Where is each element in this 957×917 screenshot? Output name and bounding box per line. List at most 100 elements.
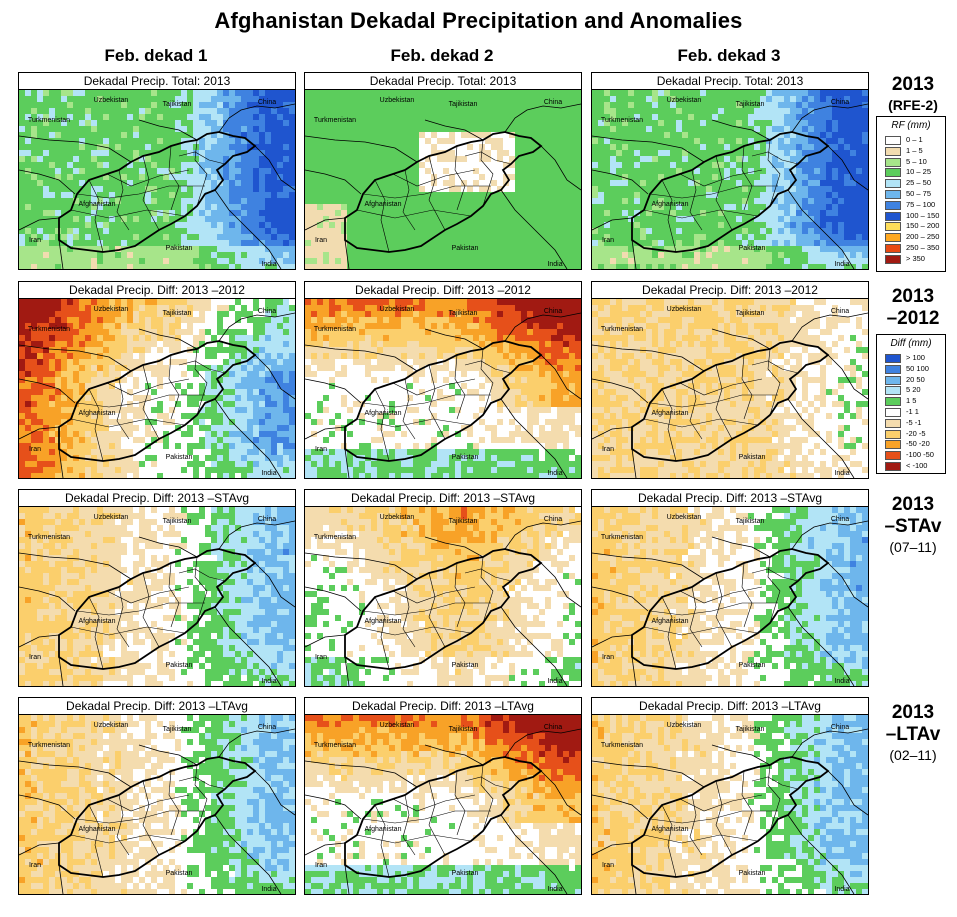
country-boundary [305,794,362,820]
country-boundary [305,634,346,648]
legend-rainfall-label: 75 – 100 [906,199,936,209]
country-label: Pakistan [452,870,479,877]
country-label: China [831,308,849,315]
province-boundary [356,626,472,636]
country-boundary [592,217,633,231]
legend-difference-label: < -100 [906,460,928,470]
province-boundary [661,388,677,462]
legend-rainfall-swatch [885,233,901,243]
country-label: Tajikistan [736,101,765,108]
country-boundary [254,770,295,816]
province-boundary [428,572,446,648]
country-boundary [218,728,295,758]
country-label: Turkmenistan [28,534,70,541]
country-boundary [631,448,637,478]
afghanistan-outline [631,340,830,462]
country-label: Pakistan [166,870,193,877]
country-boundary [592,842,633,856]
raster-cells [592,299,868,478]
country-boundary [424,744,484,766]
country-boundary [58,448,64,478]
legend-difference-swatch [885,461,901,471]
country-boundary [631,656,637,686]
province-boundary [168,562,180,628]
province-boundary [88,596,104,670]
country-boundary [424,328,484,350]
province-boundary [679,378,763,396]
country-label: India [261,678,276,685]
country-label: Iran [602,237,614,244]
country-label: Iran [29,446,41,453]
province-boundary [88,179,104,253]
province-boundary [454,145,466,211]
country-label: Iran [315,446,327,453]
row-label-sub: (RFE-2) [888,97,938,113]
province-boundary [116,794,130,856]
province-boundary [428,155,446,231]
map-panel: Dekadal Precip. Diff: 2013 –LTAvg Uzbekis… [591,697,869,895]
province-boundary [402,378,416,440]
country-boundary [344,448,350,478]
province-boundary [428,364,446,440]
country-label: Turkmenistan [314,326,356,333]
country-boundary [592,344,705,372]
legend-difference-swatch [885,364,901,374]
raster-cells [592,715,868,894]
province-boundary [402,586,416,648]
legend-difference-entry: -100 -50 [877,450,945,461]
map-panel: Dekadal Precip. Diff: 2013 –2012 Uzbekist… [18,281,296,479]
province-boundary [661,596,677,670]
province-boundary [194,139,208,207]
province-boundary [715,780,733,856]
country-boundary [19,344,132,372]
province-boundary [428,780,446,856]
country-boundary [631,864,637,894]
country-label: Uzbekistan [94,722,129,729]
legend-difference-label: -20 -5 [906,428,926,438]
legend-difference-swatch [885,354,901,363]
province-boundary [649,602,778,616]
country-label: Afghanistan [79,201,116,208]
province-boundary [643,418,759,428]
row-label-main: 2013 –2012 [886,286,940,329]
legend-rainfall-label: 100 – 150 [906,210,940,220]
province-boundary [362,185,491,199]
country-label: Uzbekistan [94,306,129,313]
country-label: Pakistan [739,245,766,252]
province-boundary [168,770,180,836]
country-label: Afghanistan [652,410,689,417]
legend-rainfall-swatch [885,157,901,167]
legend-rainfall-label: 5 – 10 [906,156,927,166]
map-panel: Dekadal Precip. Total: 2013 Uzbekistan Taj… [304,72,582,270]
country-boundary [305,760,418,788]
country-label: Tajikistan [736,518,765,525]
country-boundary [540,770,581,816]
raster-cells [305,299,581,478]
column-header-dekad-3: Feb. dekad 3 [677,46,781,65]
country-label: China [544,308,562,315]
country-boundary [138,119,198,141]
country-label: China [544,99,562,106]
map-panel: Dekadal Precip. Diff: 2013 –2012 Uzbekist… [304,281,582,479]
country-label: Afghanistan [79,618,116,625]
legend-rainfall-label: 250 – 350 [906,242,940,252]
map-svg: Uzbekistan Tajikistan China Turkmenistan Afg… [19,299,295,478]
country-boundary [791,728,868,758]
row-label-diff-2012: 2013 –2012 [868,286,957,330]
country-boundary [827,354,868,400]
legend-rainfall-entry: 200 – 250 [877,232,945,243]
province-boundary [689,794,703,856]
province-boundary [715,572,733,648]
country-boundary [631,239,637,269]
afghanistan-outline [344,340,543,462]
country-label: China [831,724,849,731]
legend-difference-entry: 20 50 [877,375,945,386]
province-boundary [142,572,160,648]
legend-difference-label: 5 20 [906,385,921,395]
province-boundary [751,151,799,165]
country-label: Pakistan [452,454,479,461]
country-label: India [261,261,276,268]
country-boundary [827,562,868,608]
country-label: Afghanistan [652,826,689,833]
country-label: China [831,516,849,523]
